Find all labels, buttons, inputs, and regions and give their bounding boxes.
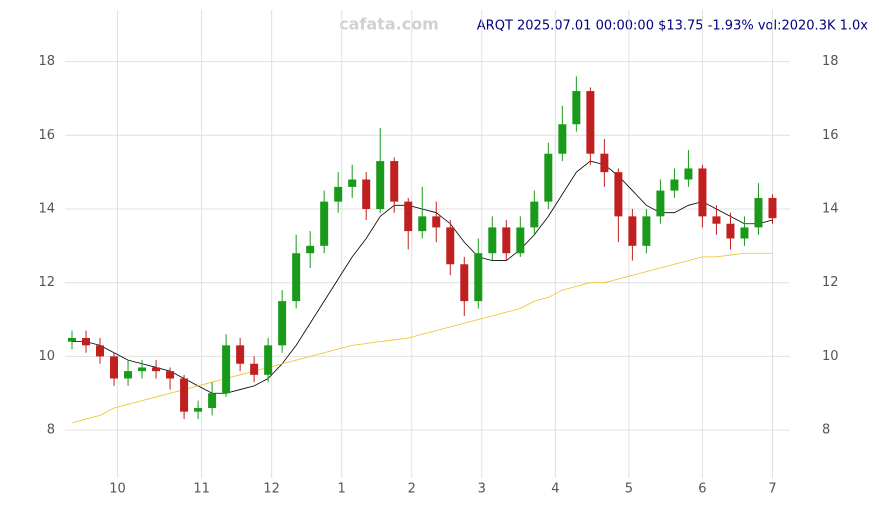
candle-body <box>516 227 525 254</box>
candle-body <box>502 227 511 254</box>
y-tick-label-right: 12 <box>822 275 839 290</box>
candle-body <box>670 179 679 191</box>
candle-body <box>544 153 553 202</box>
candle-body <box>418 216 427 232</box>
y-tick-label-right: 16 <box>822 128 839 143</box>
chart-title: ARQT 2025.07.01 00:00:00 $13.75 -1.93% v… <box>477 19 869 34</box>
candle-body <box>460 264 469 302</box>
candle-body <box>754 197 763 228</box>
candle-body <box>278 301 287 346</box>
candle-body <box>306 245 315 254</box>
candle-body <box>68 337 77 342</box>
candle-body <box>138 367 147 372</box>
candle-body <box>614 172 623 217</box>
x-tick-label: 7 <box>768 482 776 497</box>
candle-body <box>768 197 777 219</box>
x-tick-label: 4 <box>551 482 559 497</box>
candle-body <box>194 407 203 412</box>
x-tick-label: 2 <box>408 482 416 497</box>
candle-body <box>110 356 119 379</box>
candle-body <box>166 371 175 379</box>
candle-body <box>656 190 665 217</box>
candle-body <box>740 227 749 239</box>
candle-body <box>334 186 343 202</box>
y-tick-label: 16 <box>38 128 55 143</box>
candle-body <box>404 201 413 232</box>
candle-body <box>488 227 497 254</box>
candle-body <box>642 216 651 246</box>
candle-body <box>362 179 371 209</box>
watermark: cafata.com <box>339 15 439 34</box>
x-tick-label: 12 <box>263 482 280 497</box>
candle-body <box>698 168 707 217</box>
x-tick-label: 5 <box>625 482 633 497</box>
moving-average <box>71 252 773 424</box>
candle-body <box>474 253 483 302</box>
candle-body <box>292 253 301 302</box>
candle-body <box>712 216 721 224</box>
candle-body <box>320 201 329 246</box>
y-tick-label-right: 18 <box>822 54 839 69</box>
candle-body <box>152 367 161 372</box>
x-tick-label: 1 <box>338 482 346 497</box>
y-tick-label: 8 <box>47 423 55 438</box>
candle-body <box>684 168 693 180</box>
candle-body <box>124 371 133 379</box>
candle-body <box>530 201 539 228</box>
candle-body <box>628 216 637 246</box>
candle-body <box>236 345 245 364</box>
candle-body <box>250 363 259 375</box>
candle-body <box>264 345 273 375</box>
candle-body <box>96 345 105 357</box>
candle-body <box>222 345 231 394</box>
x-tick-label: 10 <box>109 482 126 497</box>
x-tick-label: 3 <box>478 482 486 497</box>
y-tick-label-right: 8 <box>822 423 830 438</box>
candle-body <box>180 378 189 412</box>
candle-body <box>726 223 735 239</box>
candle-body <box>390 161 399 202</box>
x-tick-label: 11 <box>193 482 210 497</box>
candle-body <box>376 161 385 209</box>
candle-body <box>572 91 581 125</box>
y-tick-label: 10 <box>38 349 55 364</box>
candle-body <box>82 337 91 346</box>
candle-body <box>446 227 455 265</box>
y-tick-label: 18 <box>38 54 55 69</box>
y-tick-label: 12 <box>38 275 55 290</box>
y-tick-label: 14 <box>38 201 55 216</box>
candle-body <box>586 91 595 154</box>
y-tick-label-right: 10 <box>822 349 839 364</box>
candle-body <box>558 124 567 154</box>
candle-body <box>600 153 609 173</box>
y-tick-label-right: 14 <box>822 201 839 216</box>
candle-body <box>348 179 357 187</box>
candle-body <box>432 216 441 228</box>
candle-body <box>208 393 217 408</box>
x-tick-label: 6 <box>698 482 706 497</box>
